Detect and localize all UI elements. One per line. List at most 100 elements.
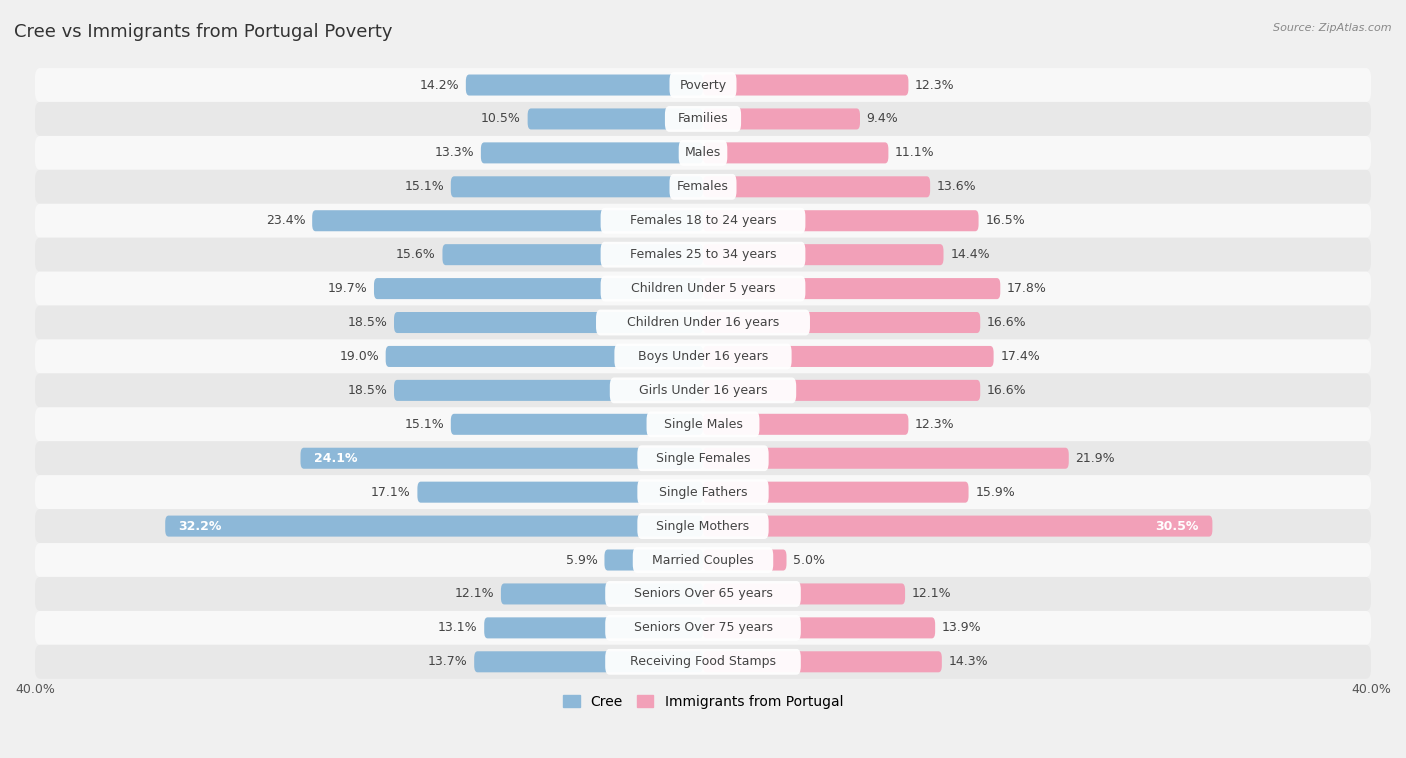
Text: Poverty: Poverty [679,79,727,92]
FancyBboxPatch shape [451,414,703,435]
Text: Receiving Food Stamps: Receiving Food Stamps [630,656,776,669]
FancyBboxPatch shape [35,374,1371,407]
FancyBboxPatch shape [35,136,1371,170]
FancyBboxPatch shape [600,208,806,233]
FancyBboxPatch shape [665,106,741,132]
Text: 14.4%: 14.4% [950,248,990,262]
Text: 5.0%: 5.0% [793,553,825,566]
FancyBboxPatch shape [703,143,889,164]
Text: 15.1%: 15.1% [405,180,444,193]
Text: 12.1%: 12.1% [454,587,495,600]
FancyBboxPatch shape [394,380,703,401]
Text: 19.0%: 19.0% [339,350,380,363]
Text: 10.5%: 10.5% [481,112,522,126]
FancyBboxPatch shape [605,649,801,675]
FancyBboxPatch shape [301,448,703,468]
Text: 12.3%: 12.3% [915,79,955,92]
FancyBboxPatch shape [703,244,943,265]
Text: 16.5%: 16.5% [986,215,1025,227]
Text: Single Females: Single Females [655,452,751,465]
Text: 30.5%: 30.5% [1156,519,1199,533]
FancyBboxPatch shape [610,377,796,403]
FancyBboxPatch shape [481,143,703,164]
FancyBboxPatch shape [35,475,1371,509]
FancyBboxPatch shape [605,581,801,607]
Text: 18.5%: 18.5% [347,316,387,329]
FancyBboxPatch shape [35,577,1371,611]
Text: 16.6%: 16.6% [987,316,1026,329]
Text: 21.9%: 21.9% [1076,452,1115,465]
FancyBboxPatch shape [703,380,980,401]
Text: 14.2%: 14.2% [419,79,460,92]
Text: 15.6%: 15.6% [396,248,436,262]
Text: 15.1%: 15.1% [405,418,444,431]
Text: Children Under 16 years: Children Under 16 years [627,316,779,329]
FancyBboxPatch shape [703,515,1212,537]
FancyBboxPatch shape [418,481,703,503]
Text: Females 25 to 34 years: Females 25 to 34 years [630,248,776,262]
Text: 14.3%: 14.3% [949,656,988,669]
FancyBboxPatch shape [474,651,703,672]
FancyBboxPatch shape [703,651,942,672]
FancyBboxPatch shape [166,515,703,537]
FancyBboxPatch shape [703,481,969,503]
FancyBboxPatch shape [484,617,703,638]
Text: 12.1%: 12.1% [911,587,952,600]
FancyBboxPatch shape [443,244,703,265]
Text: Single Males: Single Males [664,418,742,431]
FancyBboxPatch shape [703,177,931,197]
Text: Single Mothers: Single Mothers [657,519,749,533]
Text: 13.1%: 13.1% [437,622,478,634]
FancyBboxPatch shape [703,617,935,638]
FancyBboxPatch shape [600,276,806,302]
FancyBboxPatch shape [35,170,1371,204]
FancyBboxPatch shape [633,547,773,573]
Text: 17.8%: 17.8% [1007,282,1047,295]
FancyBboxPatch shape [35,204,1371,238]
FancyBboxPatch shape [501,584,703,604]
Text: 23.4%: 23.4% [266,215,305,227]
FancyBboxPatch shape [35,271,1371,305]
FancyBboxPatch shape [596,309,810,335]
FancyBboxPatch shape [35,441,1371,475]
Text: Children Under 5 years: Children Under 5 years [631,282,775,295]
FancyBboxPatch shape [669,174,737,199]
Text: 12.3%: 12.3% [915,418,955,431]
FancyBboxPatch shape [703,346,994,367]
FancyBboxPatch shape [703,278,1000,299]
Text: 32.2%: 32.2% [179,519,222,533]
Text: Families: Families [678,112,728,126]
FancyBboxPatch shape [35,68,1371,102]
Text: Boys Under 16 years: Boys Under 16 years [638,350,768,363]
FancyBboxPatch shape [35,102,1371,136]
Text: Married Couples: Married Couples [652,553,754,566]
FancyBboxPatch shape [647,412,759,437]
FancyBboxPatch shape [614,343,792,369]
FancyBboxPatch shape [703,550,786,571]
Text: Single Fathers: Single Fathers [659,486,747,499]
FancyBboxPatch shape [35,305,1371,340]
Legend: Cree, Immigrants from Portugal: Cree, Immigrants from Portugal [557,690,849,715]
Text: Seniors Over 65 years: Seniors Over 65 years [634,587,772,600]
FancyBboxPatch shape [637,513,769,539]
FancyBboxPatch shape [394,312,703,333]
FancyBboxPatch shape [703,448,1069,468]
FancyBboxPatch shape [374,278,703,299]
Text: Girls Under 16 years: Girls Under 16 years [638,384,768,397]
FancyBboxPatch shape [637,479,769,505]
Text: 16.6%: 16.6% [987,384,1026,397]
Text: Females 18 to 24 years: Females 18 to 24 years [630,215,776,227]
FancyBboxPatch shape [703,108,860,130]
Text: 24.1%: 24.1% [314,452,357,465]
Text: 17.1%: 17.1% [371,486,411,499]
Text: 13.6%: 13.6% [936,180,976,193]
FancyBboxPatch shape [600,242,806,268]
Text: 13.3%: 13.3% [434,146,474,159]
FancyBboxPatch shape [35,509,1371,543]
Text: Cree vs Immigrants from Portugal Poverty: Cree vs Immigrants from Portugal Poverty [14,23,392,41]
FancyBboxPatch shape [679,140,727,166]
Text: 19.7%: 19.7% [328,282,367,295]
Text: 17.4%: 17.4% [1000,350,1040,363]
FancyBboxPatch shape [451,177,703,197]
FancyBboxPatch shape [669,72,737,98]
